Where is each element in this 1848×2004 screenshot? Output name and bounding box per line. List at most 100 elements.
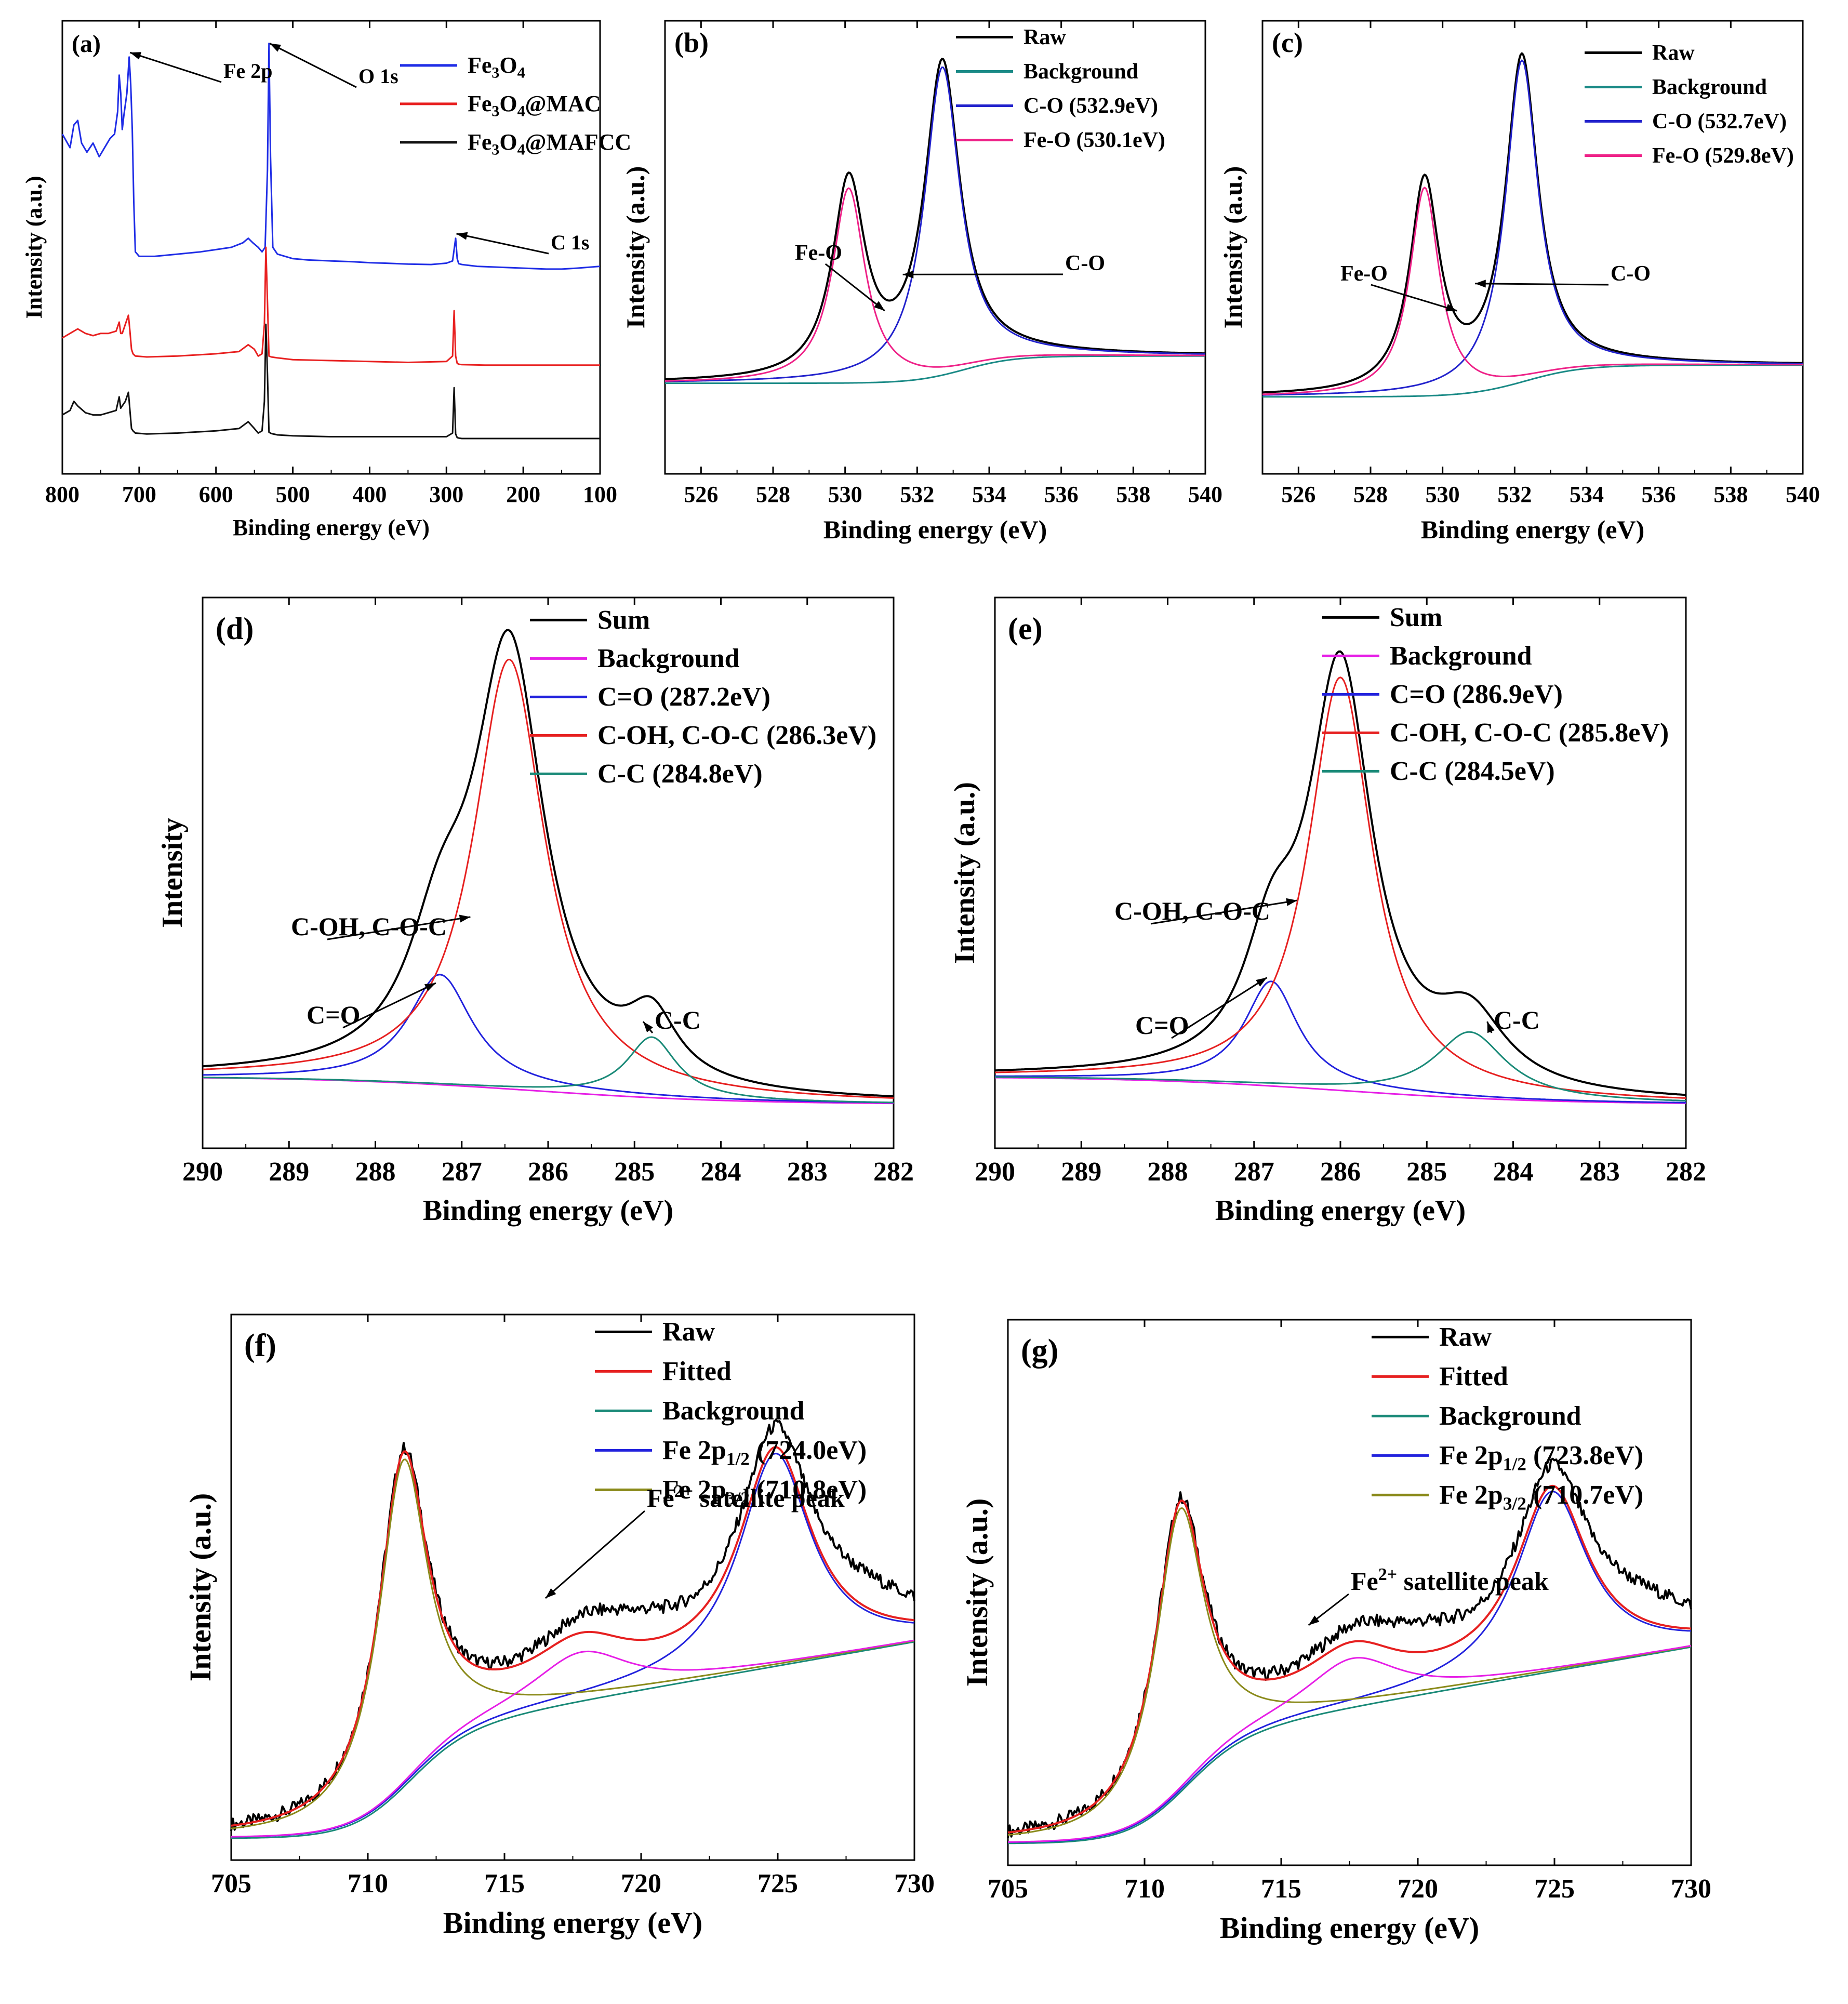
- series-line: [1262, 364, 1803, 398]
- x-tick-label: 715: [484, 1869, 525, 1899]
- x-tick-label: 538: [1116, 482, 1150, 507]
- annotation-label: C-OH, C-O-C: [291, 912, 447, 941]
- annotation-label: C-C: [1494, 1005, 1540, 1034]
- x-tick-label: 282: [873, 1157, 914, 1187]
- x-tick-label: 700: [122, 482, 156, 507]
- y-axis-title: Intensity (a.u.): [21, 176, 47, 318]
- series-line: [995, 980, 1686, 1104]
- legend-label: Sum: [1390, 603, 1442, 632]
- legend-label: C-O (532.9eV): [1023, 94, 1158, 118]
- x-axis-title: Binding energy (eV): [1220, 1911, 1479, 1945]
- x-tick-label: 285: [1406, 1157, 1447, 1187]
- x-tick-label: 286: [1320, 1157, 1361, 1187]
- legend-label: Background: [1652, 75, 1767, 99]
- panel-e: 290 289 288 287 286 285 284 283 282 Binding energ…: [949, 596, 1706, 1227]
- series-line: [1262, 59, 1803, 396]
- annotation-arrowhead: [902, 270, 914, 278]
- x-tick-label: 300: [429, 482, 463, 507]
- x-tick-label: 282: [1666, 1157, 1706, 1187]
- x-tick-label: 528: [1353, 482, 1388, 507]
- panel-label: (f): [244, 1328, 276, 1363]
- series-line: [61, 43, 601, 270]
- x-tick-label: 705: [211, 1869, 251, 1899]
- x-tick-label: 400: [352, 482, 387, 507]
- annotation-arrow: [825, 263, 885, 312]
- series-line: [231, 1446, 915, 1827]
- annotation-arrowhead: [1308, 1615, 1320, 1625]
- annotation-arrow: [129, 51, 222, 83]
- annotation-label: C-O: [1065, 251, 1105, 275]
- x-tick-label: 288: [355, 1157, 396, 1187]
- legend-label: Sum: [597, 605, 650, 635]
- annotation-label: C-C: [655, 1005, 701, 1034]
- x-axis-title: Binding energy (eV): [443, 1906, 702, 1940]
- legend-label: Fe3O4@MAC: [468, 91, 601, 120]
- x-tick-label: 289: [269, 1157, 309, 1187]
- x-tick-label: 288: [1148, 1157, 1188, 1187]
- x-tick-label: 715: [1261, 1874, 1301, 1904]
- plot-frame: [664, 20, 1206, 475]
- x-tick-label: 284: [701, 1157, 741, 1187]
- x-tick-label: 284: [1493, 1157, 1534, 1187]
- panel-label: (b): [674, 27, 709, 58]
- x-tick-label: 710: [348, 1869, 388, 1899]
- legend-label: Fitted: [1439, 1362, 1508, 1391]
- series-line: [202, 658, 894, 1099]
- panel-c: 526 528 530 532 534 536 538 540 Binding energy (…: [1218, 20, 1820, 544]
- panel-label: (e): [1008, 612, 1043, 646]
- legend-label: Raw: [1023, 25, 1066, 49]
- annotation-arrow: [1150, 899, 1298, 925]
- annotation-arrow: [342, 982, 436, 1029]
- y-axis-title: Intensity: [156, 818, 189, 928]
- series-line: [202, 629, 894, 1097]
- x-tick-label: 290: [182, 1157, 223, 1187]
- plot-frame: [1007, 1319, 1692, 1866]
- series-line: [1262, 187, 1803, 395]
- x-tick-label: 705: [988, 1874, 1028, 1904]
- legend-label: C-OH, C-O-C (286.3eV): [597, 721, 876, 750]
- x-tick-label: 526: [684, 482, 718, 507]
- x-tick-label: 500: [276, 482, 310, 507]
- series-line: [665, 67, 1205, 382]
- annotation-arrow: [1371, 284, 1457, 312]
- legend-label: Fe 2p3/2 (710.7eV): [1439, 1480, 1643, 1514]
- series-line: [1008, 1646, 1692, 1844]
- annotation-arrowhead: [456, 232, 468, 240]
- x-tick-label: 526: [1281, 482, 1315, 507]
- legend-label: Fe 2p1/2 (724.0eV): [662, 1436, 867, 1469]
- annotation-arrowhead: [1256, 977, 1267, 987]
- series-line: [1007, 1507, 1692, 1836]
- x-axis-title: Binding energy (eV): [1421, 515, 1645, 544]
- y-axis-title: Intensity (a.u.): [949, 782, 981, 964]
- panel-d: 290 289 288 287 286 285 284 283 282 Binding energ…: [156, 596, 914, 1227]
- legend-label: Fe 2p3/2 (710.8eV): [662, 1475, 867, 1508]
- x-tick-label: 725: [757, 1869, 798, 1899]
- annotation-label: Fe2+ satellite peak: [1351, 1565, 1549, 1596]
- annotation-label: C-OH, C-O-C: [1114, 896, 1270, 925]
- x-tick-label: 287: [1234, 1157, 1274, 1187]
- legend-label: C=O (286.9eV): [1390, 680, 1563, 709]
- x-tick-label: 286: [528, 1157, 568, 1187]
- legend-label: Background: [597, 644, 740, 673]
- series-line: [665, 355, 1205, 384]
- x-tick-label: 730: [1671, 1874, 1711, 1904]
- legend-label: Fitted: [662, 1357, 732, 1386]
- x-tick-label: 534: [972, 482, 1006, 507]
- x-tick-label: 530: [1426, 482, 1460, 507]
- annotation-arrowhead: [545, 1588, 556, 1598]
- series-line: [994, 650, 1686, 1096]
- annotation-arrow: [544, 1510, 645, 1599]
- series-line: [664, 58, 1206, 380]
- annotation-arrowhead: [874, 301, 885, 311]
- annotation-arrowhead: [459, 914, 471, 923]
- legend-label: Raw: [1652, 41, 1695, 65]
- series-line: [62, 323, 600, 440]
- x-axis-title: Binding energy (eV): [423, 1195, 673, 1227]
- annotation-label: Fe-O: [1340, 262, 1388, 286]
- series-line: [994, 1077, 1686, 1104]
- annotation-arrowhead: [270, 43, 282, 52]
- annotation-arrowhead: [130, 52, 142, 60]
- legend-label: Fe 2p1/2 (723.8eV): [1439, 1441, 1643, 1474]
- x-tick-label: 730: [894, 1869, 935, 1899]
